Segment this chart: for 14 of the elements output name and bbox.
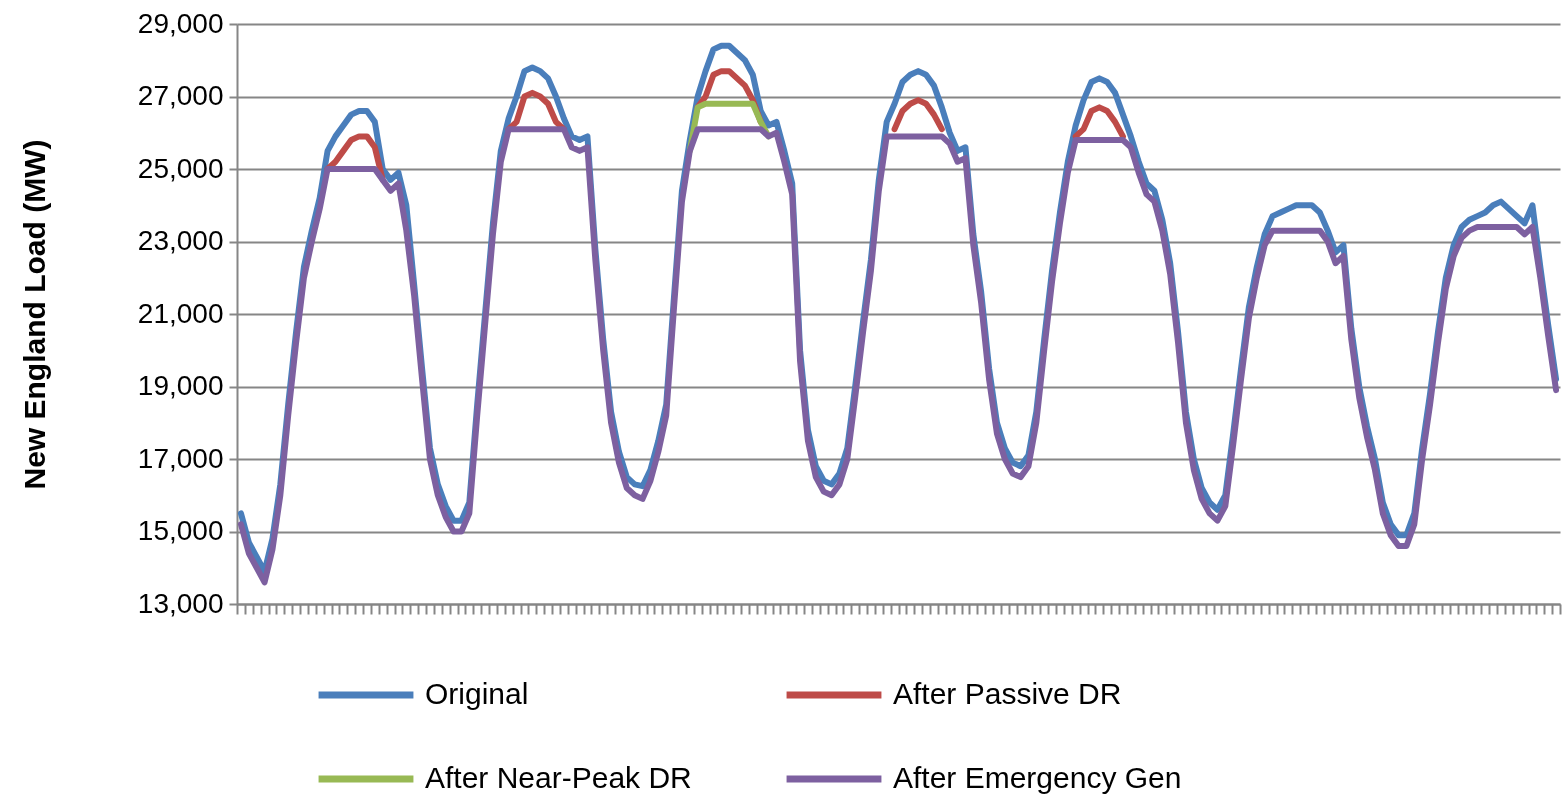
- y-tick-label: 19,000: [137, 370, 224, 401]
- legend-label: After Emergency Gen: [893, 761, 1182, 794]
- y-tick-label: 25,000: [137, 152, 224, 184]
- legend-label: After Passive DR: [893, 677, 1122, 710]
- y-tick-label: 23,000: [137, 225, 224, 256]
- y-tick-label: 27,000: [137, 80, 224, 111]
- y-axis-title: New England Load (MW): [17, 139, 51, 490]
- legend-label: Original: [425, 677, 529, 710]
- y-tick-label: 13,000: [137, 587, 224, 619]
- y-tick-label: 17,000: [137, 442, 224, 474]
- legend-label: After Near-Peak DR: [425, 761, 692, 794]
- y-tick-label: 15,000: [137, 515, 224, 546]
- y-tick-label: 21,000: [137, 297, 224, 329]
- y-tick-label: 29,000: [137, 7, 224, 39]
